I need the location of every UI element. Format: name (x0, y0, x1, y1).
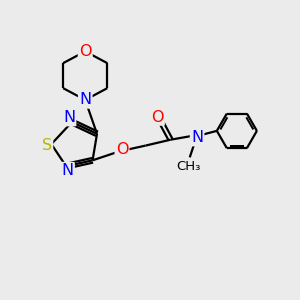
Text: O: O (79, 44, 92, 59)
Text: O: O (116, 142, 128, 158)
Text: O: O (151, 110, 164, 124)
Text: S: S (42, 138, 52, 153)
Text: CH₃: CH₃ (176, 160, 200, 173)
Text: N: N (61, 163, 74, 178)
Text: N: N (79, 92, 91, 107)
Text: N: N (63, 110, 75, 125)
Text: N: N (191, 130, 203, 145)
